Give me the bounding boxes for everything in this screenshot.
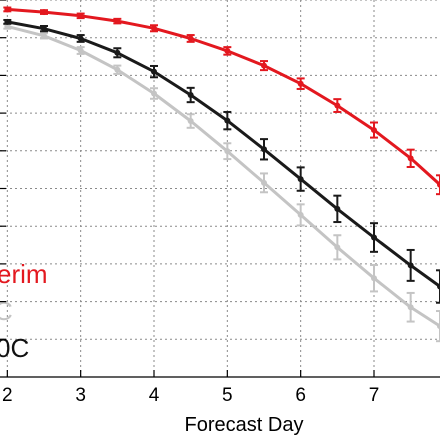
data-point [371,127,377,134]
data-point [407,304,414,311]
legend-entry: erim [0,259,48,289]
series-line [7,20,440,288]
data-point [41,9,47,16]
x-tick-label: 7 [369,385,380,406]
data-point [77,12,84,19]
x-tick-label: 5 [222,385,233,406]
data-point [371,275,377,282]
data-point [151,90,157,97]
data-point [4,6,11,13]
data-point [151,25,157,32]
legend-entry: C [0,296,13,326]
data-point [437,181,440,188]
data-point [4,23,11,30]
data-point [41,25,47,32]
series-layer [3,6,440,343]
data-point [114,18,121,25]
data-point [224,47,231,54]
data-point [371,234,377,241]
data-point [77,35,84,42]
data-point [114,66,121,73]
x-axis-title: Forecast Day [185,414,304,436]
data-point [407,155,414,162]
data-point [334,244,341,251]
data-point [187,92,194,99]
data-point [407,262,414,269]
legend-entry: 0C [0,333,29,363]
data-point [261,146,267,153]
data-point [114,49,121,56]
series-line [6,24,440,328]
x-tick-label: 2 [2,385,13,406]
tick-layer: 2 3 4 5 6 7 [0,0,379,406]
data-point [77,47,84,54]
data-point [437,323,440,330]
data-point [261,62,267,69]
data-point [261,179,267,186]
data-point [224,117,231,124]
legend-layer: erim C 0C [0,259,48,363]
series-erim [3,6,440,196]
data-point [297,80,304,87]
data-point [151,68,157,75]
data-point [297,176,304,183]
x-tick-label: 3 [75,385,86,406]
data-point [187,118,194,125]
grid-layer [0,0,440,377]
x-tick-label: 4 [149,385,160,406]
data-point [4,18,11,25]
data-point [334,102,341,109]
series-c [3,23,440,343]
series-0c [3,18,440,304]
x-tick-label: 6 [295,385,306,406]
data-point [41,32,47,39]
data-point [224,148,231,155]
data-point [437,283,440,290]
data-point [187,35,194,42]
data-point [334,205,341,212]
data-point [297,211,304,218]
